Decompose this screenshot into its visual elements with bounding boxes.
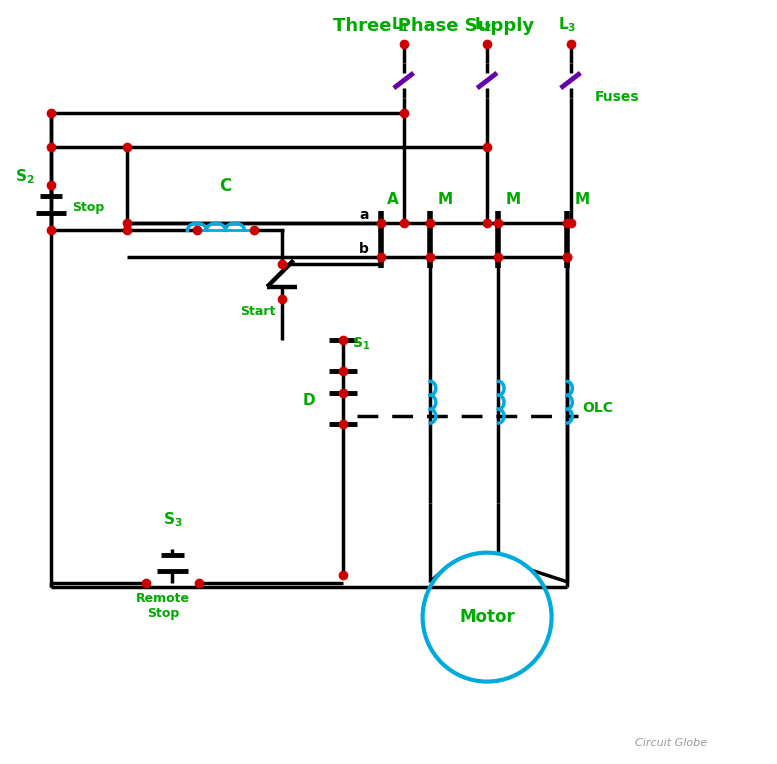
Text: $\mathbf{L_1}$: $\mathbf{L_1}$ (391, 15, 409, 34)
Text: $\mathbf{S_2}$: $\mathbf{S_2}$ (15, 167, 34, 186)
Text: M: M (506, 192, 521, 207)
Text: M: M (437, 192, 453, 207)
Text: C: C (219, 177, 232, 195)
Text: $\mathbf{L_3}$: $\mathbf{L_3}$ (558, 15, 576, 34)
Text: $\mathbf{S_1}$: $\mathbf{S_1}$ (352, 336, 371, 352)
Text: A: A (387, 192, 399, 207)
Text: Fuses: Fuses (595, 90, 639, 105)
Text: D: D (302, 393, 315, 408)
Text: b: b (359, 242, 369, 256)
Text: Three Phase Supply: Three Phase Supply (333, 17, 535, 34)
Text: Start: Start (241, 306, 276, 319)
Text: $\mathbf{S_3}$: $\mathbf{S_3}$ (162, 510, 182, 529)
Text: Remote
Stop: Remote Stop (136, 592, 190, 620)
Text: Stop: Stop (72, 202, 104, 215)
Text: M: M (574, 192, 590, 207)
Text: Motor: Motor (459, 608, 515, 626)
Text: Circuit Globe: Circuit Globe (635, 738, 707, 748)
Text: $\mathbf{L_2}$: $\mathbf{L_2}$ (474, 15, 493, 34)
Text: OLC: OLC (582, 401, 613, 416)
Text: a: a (360, 208, 369, 222)
